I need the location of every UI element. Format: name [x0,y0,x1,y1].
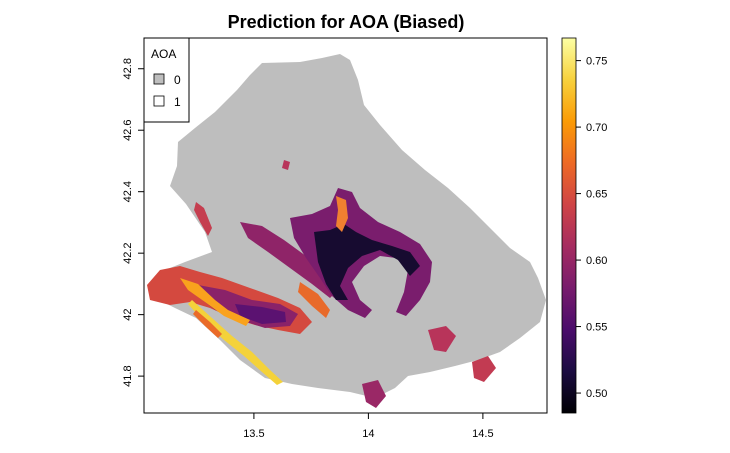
x-axis: 13.5 14 14.5 [243,413,494,440]
colorbar-tick-label-1: 0.55 [586,322,607,334]
colorbar-ticks: 0.50 0.55 0.60 0.65 0.70 0.75 [576,56,607,400]
heat-patch-east-1 [428,326,456,352]
heat-patch-south-streak [188,300,283,385]
heat-patch-north-dot [282,160,290,170]
colorbar-tick-label-4: 0.70 [586,122,607,134]
colorbar-tick-label-0: 0.50 [586,388,607,400]
heat-patch-south-1 [362,380,386,408]
map-panel: 13.5 14 14.5 41.8 42 42.2 42.4 42.6 42.8 [122,37,548,440]
x-tick-label-2: 14.5 [472,428,493,440]
heat-patch-south-streak-rim [193,310,222,338]
y-tick-label-5: 42.8 [122,58,134,79]
y-tick-label-2: 42.2 [122,242,134,263]
heat-patch-northwest [194,202,212,236]
y-axis: 41.8 42 42.2 42.4 42.6 42.8 [122,58,144,387]
aoa-legend-swatch-1 [153,95,165,107]
aoa-legend-label-0: 0 [174,73,181,87]
aoa-legend-swatch-0 [153,73,165,85]
colorbar-tick-label-2: 0.60 [586,255,607,267]
colorbar-gradient [562,38,576,413]
aoa-legend-box [143,37,190,123]
colorbar-frame [561,37,577,414]
prediction-heat-patches [147,160,496,408]
plot-title: Prediction for AOA (Biased) [228,12,465,32]
heat-patch-central-band [240,222,338,298]
y-tick-label-0: 41.8 [122,365,134,386]
heat-patch-east-2 [472,356,496,382]
x-tick-label-0: 13.5 [243,428,264,440]
y-tick-label-4: 42.6 [122,120,134,141]
heat-patch-northeast-ridge [336,196,348,232]
y-tick-label-1: 42 [122,309,134,321]
heat-patch-west-core [235,304,286,324]
x-tick-label-1: 14 [362,428,374,440]
aoa-legend: AOA 0 1 [143,37,190,123]
colorbar-tick-label-3: 0.65 [586,189,607,201]
y-tick-label-3: 42.4 [122,181,134,202]
heat-patch-northeast-core [314,224,420,300]
aoa-legend-title: AOA [151,47,176,61]
aoa-legend-label-1: 1 [174,95,181,109]
heat-patch-west-edge [180,278,250,326]
colorbar: 0.50 0.55 0.60 0.65 0.70 0.75 [561,37,607,414]
colorbar-tick-label-5: 0.75 [586,56,607,68]
plot-frame [143,37,548,414]
heat-patch-central-orange [298,282,330,318]
